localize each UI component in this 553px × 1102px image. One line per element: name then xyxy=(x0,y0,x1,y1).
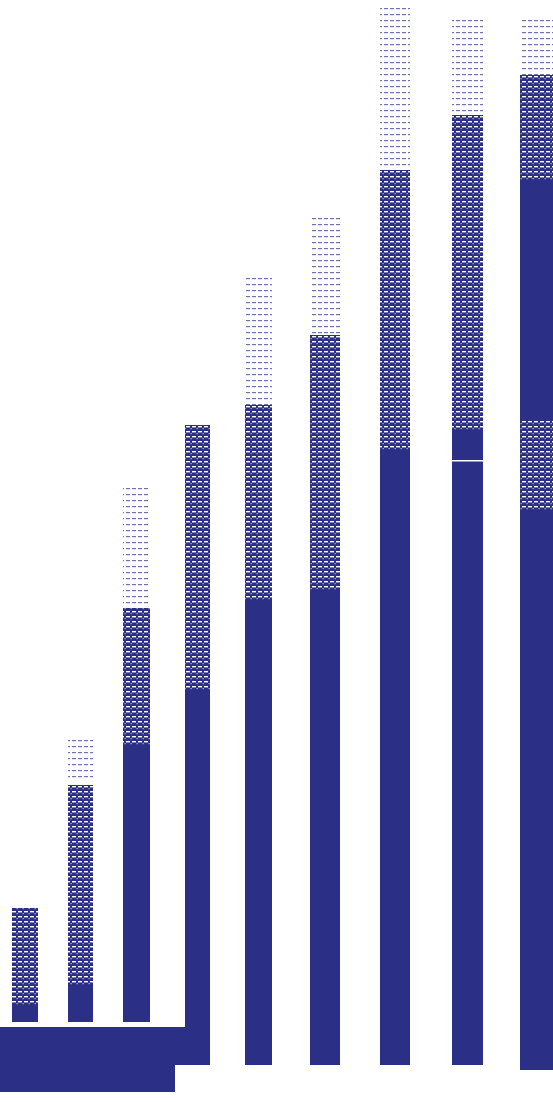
column-solid xyxy=(310,590,340,1065)
base-block xyxy=(0,1060,175,1092)
column-texture xyxy=(12,908,38,1005)
column-sparse xyxy=(245,275,272,405)
column-divider xyxy=(452,460,483,462)
column-texture xyxy=(68,785,93,985)
column-texture xyxy=(380,170,410,450)
column-sparse xyxy=(520,20,553,75)
column-texture xyxy=(520,420,553,510)
columns xyxy=(0,5,553,1092)
column-sparse xyxy=(380,5,410,170)
column-sparse xyxy=(452,20,483,115)
column-sparse xyxy=(68,740,93,780)
column-sparse xyxy=(310,215,340,335)
column-solid xyxy=(68,985,93,1022)
column-solid xyxy=(12,1005,38,1022)
column-solid xyxy=(452,430,483,1065)
column-texture xyxy=(185,425,210,690)
column-texture xyxy=(310,335,340,590)
column-texture xyxy=(452,115,483,430)
column-solid xyxy=(123,745,150,1022)
column-solid xyxy=(380,450,410,1065)
column-solid xyxy=(520,180,553,1070)
column-solid xyxy=(185,690,210,1065)
column-solid xyxy=(245,600,272,1065)
base-block xyxy=(0,1027,205,1065)
column-sparse xyxy=(123,488,150,608)
column-texture xyxy=(245,405,272,600)
column-texture xyxy=(520,75,553,180)
column-texture xyxy=(123,608,150,745)
